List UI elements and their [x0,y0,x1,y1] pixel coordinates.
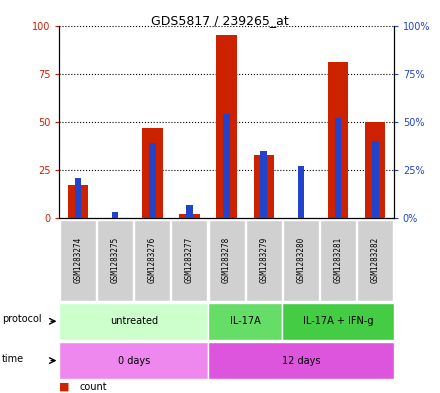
Bar [365,122,385,218]
Bar [97,220,133,301]
Text: GSM1283282: GSM1283282 [371,237,380,283]
Bar [372,141,378,218]
Bar [75,178,81,218]
Text: GDS5817 / 239265_at: GDS5817 / 239265_at [151,14,289,27]
Bar [283,220,319,301]
Text: protocol: protocol [2,314,42,324]
Text: IL-17A + IFN-g: IL-17A + IFN-g [303,316,373,326]
Text: GSM1283277: GSM1283277 [185,237,194,283]
Bar [282,303,394,340]
Bar [328,62,348,218]
Bar [59,342,208,379]
Bar [320,220,356,301]
Text: IL-17A: IL-17A [230,316,260,326]
Bar [59,303,208,340]
Bar [208,342,394,379]
Text: GSM1283276: GSM1283276 [148,237,157,283]
Text: GSM1283279: GSM1283279 [259,237,268,283]
Bar [209,220,245,301]
Text: GSM1283278: GSM1283278 [222,237,231,283]
Bar [223,114,230,218]
Bar [246,220,282,301]
Bar [216,35,237,218]
Bar [149,143,156,218]
Text: 12 days: 12 days [282,356,320,365]
Bar [335,118,341,218]
Bar [208,303,282,340]
Text: ■: ■ [59,382,70,392]
Text: GSM1283280: GSM1283280 [297,237,305,283]
Bar [142,128,162,218]
Bar [179,214,200,218]
Text: 0 days: 0 days [117,356,150,365]
Text: untreated: untreated [110,316,158,326]
Bar [253,154,274,218]
Bar [134,220,170,301]
Bar [68,185,88,218]
Bar [260,151,267,218]
Bar [112,212,118,218]
Bar [357,220,393,301]
Text: time: time [2,354,24,364]
Bar [172,220,208,301]
Text: GSM1283274: GSM1283274 [73,237,82,283]
Text: GSM1283281: GSM1283281 [334,237,343,283]
Text: GSM1283275: GSM1283275 [110,237,120,283]
Bar [186,205,193,218]
Text: count: count [79,382,107,392]
Bar [60,220,96,301]
Bar [297,166,304,218]
